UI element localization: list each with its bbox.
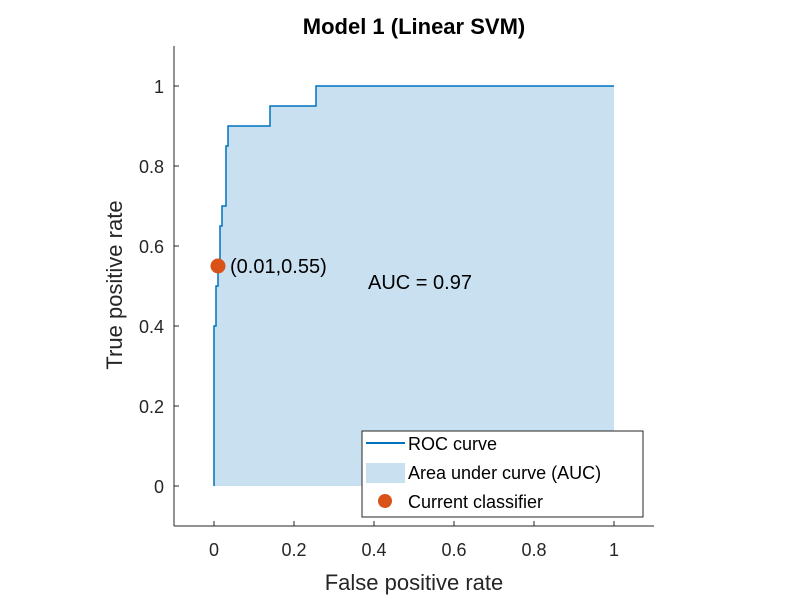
x-tick-label: 0.4 xyxy=(361,540,386,560)
roc-curve-line xyxy=(213,85,614,486)
legend: ROC curve Area under curve (AUC) Current… xyxy=(361,430,644,518)
y-tick-label: 0.2 xyxy=(139,397,164,417)
axes: 0 0.2 0.4 0.6 0.8 1 0 0.2 0.4 0.6 0.8 1 xyxy=(139,46,654,560)
x-tick-label: 0.2 xyxy=(281,540,306,560)
chart-title: Model 1 (Linear SVM) xyxy=(303,14,525,39)
current-classifier-annotation: (0.01,0.55) xyxy=(230,256,327,278)
y-tick-label: 0.4 xyxy=(139,317,164,337)
plot-area xyxy=(210,85,614,486)
x-tick-label: 0 xyxy=(209,540,219,560)
legend-box xyxy=(361,430,644,518)
y-axis-label: True positive rate xyxy=(102,200,127,369)
x-axis-label: False positive rate xyxy=(325,570,504,595)
legend-swatch-current-classifier xyxy=(378,494,392,508)
x-tick-label: 0.8 xyxy=(521,540,546,560)
current-classifier-point xyxy=(210,258,226,274)
legend-label-auc: Area under curve (AUC) xyxy=(408,463,601,483)
legend-label-current-classifier: Current classifier xyxy=(408,492,543,512)
auc-area xyxy=(214,86,614,486)
annotations: (0.01,0.55) AUC = 0.97 xyxy=(230,256,472,294)
y-tick-label: 0 xyxy=(154,477,164,497)
y-tick-label: 0.8 xyxy=(139,157,164,177)
y-tick-label: 1 xyxy=(154,77,164,97)
legend-swatch-auc xyxy=(366,463,405,483)
legend-label-roc-curve: ROC curve xyxy=(408,434,497,454)
y-tick-label: 0.6 xyxy=(139,237,164,257)
auc-annotation: AUC = 0.97 xyxy=(368,272,472,294)
x-tick-label: 0.6 xyxy=(441,540,466,560)
x-tick-label: 1 xyxy=(609,540,619,560)
